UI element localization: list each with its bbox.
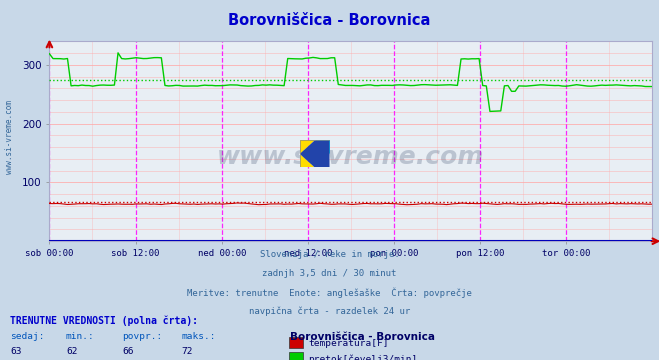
Text: povpr.:: povpr.: [122, 332, 162, 341]
Polygon shape [315, 140, 330, 154]
Text: Meritve: trenutne  Enote: anglešaške  Črta: povprečje: Meritve: trenutne Enote: anglešaške Črta… [187, 288, 472, 298]
Text: 66: 66 [122, 347, 133, 356]
Text: min.:: min.: [66, 332, 95, 341]
Text: Borovniščica - Borovnica: Borovniščica - Borovnica [290, 332, 435, 342]
Text: Borovniščica - Borovnica: Borovniščica - Borovnica [228, 13, 431, 28]
Text: TRENUTNE VREDNOSTI (polna črta):: TRENUTNE VREDNOSTI (polna črta): [10, 315, 198, 325]
Text: 72: 72 [181, 347, 192, 356]
Polygon shape [300, 140, 330, 167]
Text: zadnjh 3,5 dni / 30 minut: zadnjh 3,5 dni / 30 minut [262, 269, 397, 278]
Text: pretok[čevelj3/min]: pretok[čevelj3/min] [308, 354, 418, 360]
Text: 62: 62 [66, 347, 77, 356]
Text: Slovenija / reke in morje.: Slovenija / reke in morje. [260, 250, 399, 259]
Text: 63: 63 [10, 347, 21, 356]
Polygon shape [300, 154, 315, 167]
Text: temperatura[F]: temperatura[F] [308, 339, 389, 348]
Text: sedaj:: sedaj: [10, 332, 44, 341]
Text: maks.:: maks.: [181, 332, 215, 341]
Text: navpična črta - razdelek 24 ur: navpična črta - razdelek 24 ur [249, 306, 410, 316]
Text: www.si-vreme.com: www.si-vreme.com [5, 100, 14, 174]
Polygon shape [300, 140, 315, 154]
Text: www.si-vreme.com: www.si-vreme.com [217, 145, 484, 169]
